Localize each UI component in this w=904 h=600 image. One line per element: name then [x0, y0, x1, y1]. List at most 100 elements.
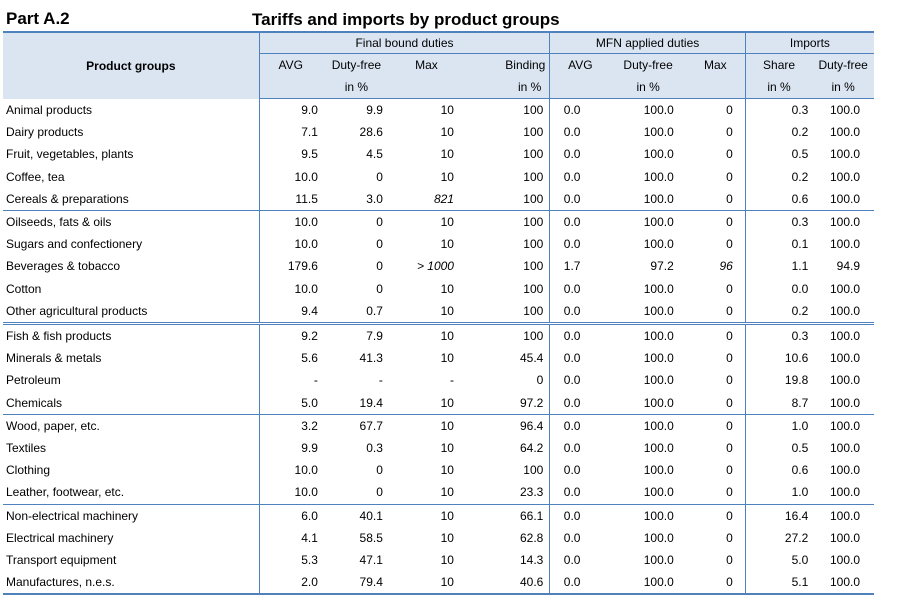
table-row: Wood, paper, etc. 3.2 67.7 10 96.4 0.0 100.0 0 1…: [3, 413, 874, 438]
cell-imports-duty-free: 100.0: [812, 413, 874, 438]
unit-final-max: [390, 76, 462, 99]
cell-mfn-max: 0: [726, 395, 733, 410]
cell-imports-share: 1.1: [744, 255, 813, 278]
cell-imports-duty-free: 100.0: [829, 191, 860, 206]
cell-final-duty-free: 67.7: [321, 413, 391, 438]
cell-mfn-max: 0: [726, 303, 733, 318]
cell-imports-share: 0.5: [744, 437, 813, 460]
cell-final-max: 10: [440, 395, 454, 410]
cell-imports-duty-free: 100.0: [829, 530, 860, 545]
cell-final-duty-free: 3.0: [366, 191, 383, 206]
cell-final-duty-free: 0: [321, 210, 391, 234]
cell-mfn-duty-free: 100.0: [610, 210, 686, 234]
cell-final-duty-free: 9.9: [366, 103, 383, 117]
cell-final-binding: 14.3: [519, 553, 544, 568]
cell-mfn-max: 0: [726, 530, 733, 545]
cell-mfn-max: 0: [685, 503, 746, 527]
cell-imports-duty-free: 100.0: [829, 441, 860, 456]
unit-final-binding: in %: [461, 76, 550, 99]
cell-final-binding: 100: [523, 303, 544, 318]
cell-imports-duty-free: 100.0: [829, 351, 860, 366]
cell-final-binding: 100: [461, 322, 550, 348]
cell-mfn-duty-free: 100.0: [643, 237, 674, 252]
table-row: Manufactures, n.e.s. 2.0 79.4 10 40.6 0.0 100.…: [3, 571, 874, 596]
product-group-name: Cotton: [6, 281, 42, 296]
cell-final-duty-free: -: [378, 373, 383, 388]
cell-imports-share: 0.1: [744, 233, 813, 256]
product-group-name: Petroleum: [6, 373, 61, 388]
cell-imports-duty-free: 94.9: [836, 259, 860, 274]
col-header-final-binding: Binding: [461, 53, 550, 76]
unit-imports-share: in %: [744, 76, 813, 99]
cell-final-avg: 11.5: [258, 187, 322, 211]
cell-final-max: 10: [440, 303, 454, 318]
cell-mfn-duty-free: 100.0: [610, 413, 686, 438]
cell-imports-share: 0.2: [744, 121, 813, 144]
cell-final-binding: 100: [523, 281, 544, 296]
cell-imports-share: 1.0: [744, 481, 813, 505]
cell-final-avg: 5.6: [258, 347, 322, 370]
cell-imports-duty-free: 100.0: [829, 395, 860, 410]
cell-final-max: 10: [390, 571, 462, 596]
product-group-name: Fish & fish products: [3, 322, 260, 348]
cell-final-max: 10: [440, 485, 454, 500]
cell-mfn-duty-free: 100.0: [643, 373, 674, 388]
product-group-name: Other agricultural products: [6, 303, 148, 318]
cell-mfn-avg: 0.0: [549, 347, 611, 370]
cell-final-duty-free: 79.4: [321, 571, 391, 596]
cell-final-max: > 1000: [416, 259, 454, 274]
cell-mfn-max: 96: [719, 259, 733, 274]
cell-final-duty-free: 47.1: [359, 553, 383, 568]
table-title: Tariffs and imports by product groups: [252, 10, 560, 29]
cell-mfn-avg: 0.0: [549, 391, 611, 415]
cell-final-duty-free: 40.1: [321, 503, 391, 527]
cell-imports-duty-free: 100.0: [812, 503, 874, 527]
cell-final-binding: 100: [523, 125, 544, 140]
cell-final-binding: 100: [461, 210, 550, 234]
cell-final-avg: 179.6: [258, 255, 322, 278]
cell-final-avg: 9.9: [258, 437, 322, 460]
cell-final-max: 10: [440, 169, 454, 184]
cell-final-duty-free: 0: [376, 281, 383, 296]
cell-final-binding: 100: [523, 463, 544, 478]
cell-mfn-duty-free: 100.0: [643, 441, 674, 456]
cell-mfn-duty-free: 100.0: [643, 303, 674, 318]
cell-mfn-duty-free: 100.0: [643, 125, 674, 140]
cell-imports-share: 0.6: [744, 459, 813, 482]
cell-mfn-max: 0: [726, 125, 733, 140]
unit-mfn-max: [685, 76, 746, 99]
cell-mfn-max: 0: [726, 281, 733, 296]
col-header-final-duty-free: Duty-free: [321, 53, 391, 76]
product-group-name: Cereals & preparations: [6, 191, 129, 206]
col-header-imports-share: Share: [744, 53, 813, 76]
cell-mfn-avg: 0.0: [549, 503, 611, 527]
cell-mfn-duty-free: 100.0: [643, 553, 674, 568]
cell-final-duty-free: 0.7: [366, 303, 383, 318]
cell-final-binding: 64.2: [519, 441, 544, 456]
cell-final-duty-free: 41.3: [359, 351, 383, 366]
product-group-name: Minerals & metals: [6, 351, 102, 366]
cell-final-duty-free: 19.4: [359, 395, 383, 410]
table-row: Petroleum - - - 0 0.0 100.0 0 19.8 100.0: [3, 369, 874, 392]
cell-mfn-avg: 0.0: [549, 481, 611, 505]
product-group-name: Manufactures, n.e.s.: [3, 571, 260, 596]
table-row: Fruit, vegetables, plants 9.5 4.5 10 100 0.0 1…: [3, 143, 874, 166]
cell-mfn-max: 0: [726, 441, 733, 456]
product-group-name: Wood, paper, etc.: [3, 413, 260, 438]
cell-imports-share: 5.1: [744, 571, 813, 596]
cell-mfn-max: 0: [685, 413, 746, 438]
cell-final-avg: 3.2: [258, 413, 322, 438]
cell-final-max: 10: [440, 441, 454, 456]
table-row: Other agricultural products 9.4 0.7 10 100 0.…: [3, 299, 874, 324]
product-group-name: Non-electrical machinery: [3, 503, 260, 527]
cell-final-avg: 10.0: [258, 233, 322, 256]
cell-imports-share: 0.3: [744, 98, 813, 122]
cell-imports-duty-free: 100.0: [829, 237, 860, 252]
cell-final-binding: 45.4: [519, 351, 544, 366]
cell-mfn-avg: 0.0: [549, 98, 611, 122]
cell-final-avg: 2.0: [258, 571, 322, 596]
cell-mfn-avg: 0.0: [549, 413, 611, 438]
cell-final-binding: 100: [523, 191, 544, 206]
table-row: Animal products 9.0 9.9 10 100 0.0 100.0 0 0.3 10…: [3, 98, 874, 122]
cell-imports-duty-free: 100.0: [812, 322, 874, 348]
